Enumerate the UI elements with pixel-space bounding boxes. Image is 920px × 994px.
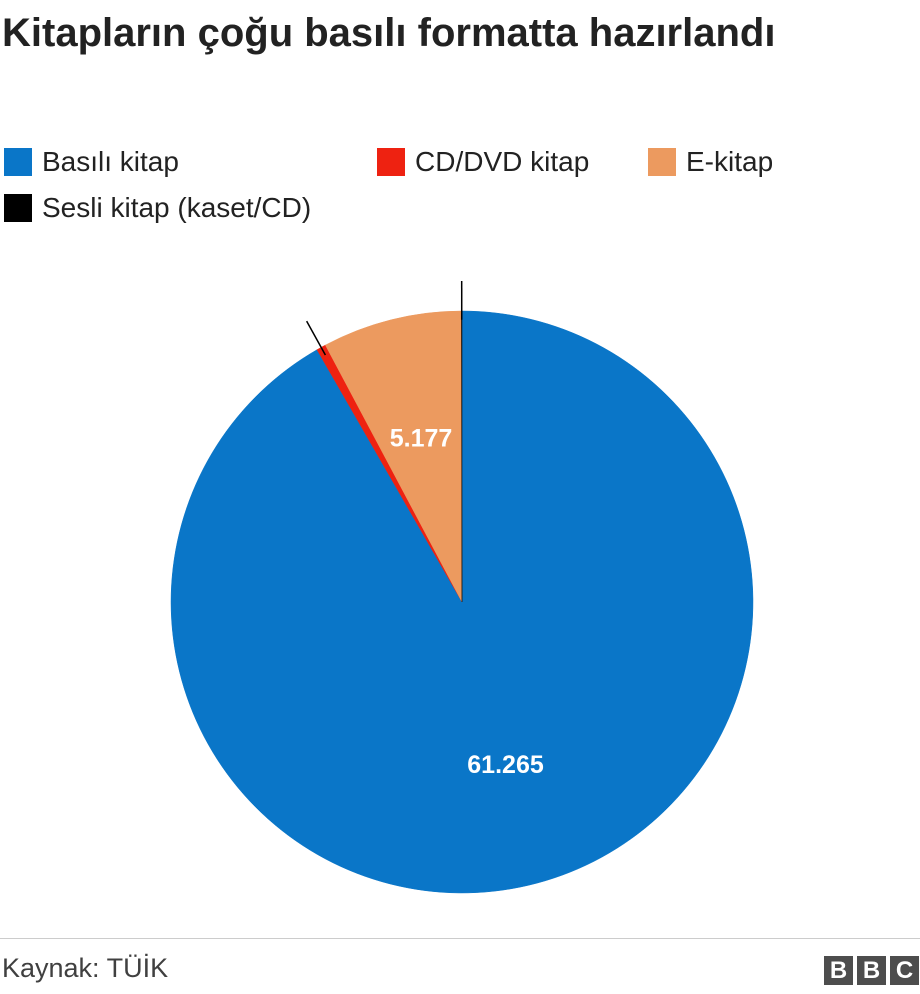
- legend-item-cd-dvd-kitap: CD/DVD kitap: [377, 142, 589, 182]
- legend-label-cd-dvd-kitap: CD/DVD kitap: [415, 146, 590, 177]
- legend-item-e-kitap: E-kitap: [648, 142, 773, 182]
- footer-divider: [0, 938, 920, 939]
- chart-title: Kitapların çoğu basılı formatta hazırlan…: [2, 11, 776, 55]
- legend-swatch-sesli-kitap: [4, 194, 32, 222]
- legend-item-basili-kitap: Basılı kitap: [4, 142, 179, 182]
- source-note: Kaynak: TÜİK: [2, 953, 169, 983]
- bbc-logo: B B C: [824, 956, 919, 985]
- legend-label-sesli-kitap: Sesli kitap (kaset/CD): [42, 192, 312, 223]
- leader-line-cd-dvd-kitap: [305, 320, 327, 356]
- chart-legend: Basılı kitap CD/DVD kitap E-kitap Sesli …: [0, 142, 900, 238]
- pie-chart: 61.265 5.177: [170, 280, 754, 894]
- data-label-e-kitap: 5.177: [390, 424, 453, 452]
- legend-item-sesli-kitap: Sesli kitap (kaset/CD): [4, 188, 311, 228]
- legend-swatch-cd-dvd-kitap: [377, 148, 405, 176]
- data-label-basili-kitap: 61.265: [467, 751, 544, 779]
- legend-swatch-e-kitap: [648, 148, 676, 176]
- legend-label-e-kitap: E-kitap: [686, 146, 774, 177]
- legend-swatch-basili-kitap: [4, 148, 32, 176]
- pie-slice-e-kitap: [325, 310, 463, 603]
- bbc-logo-letter-b2: B: [857, 956, 886, 985]
- legend-label-basili-kitap: Basılı kitap: [42, 146, 179, 177]
- bbc-logo-letter-c: C: [890, 956, 919, 985]
- bbc-logo-letter-b1: B: [824, 956, 853, 985]
